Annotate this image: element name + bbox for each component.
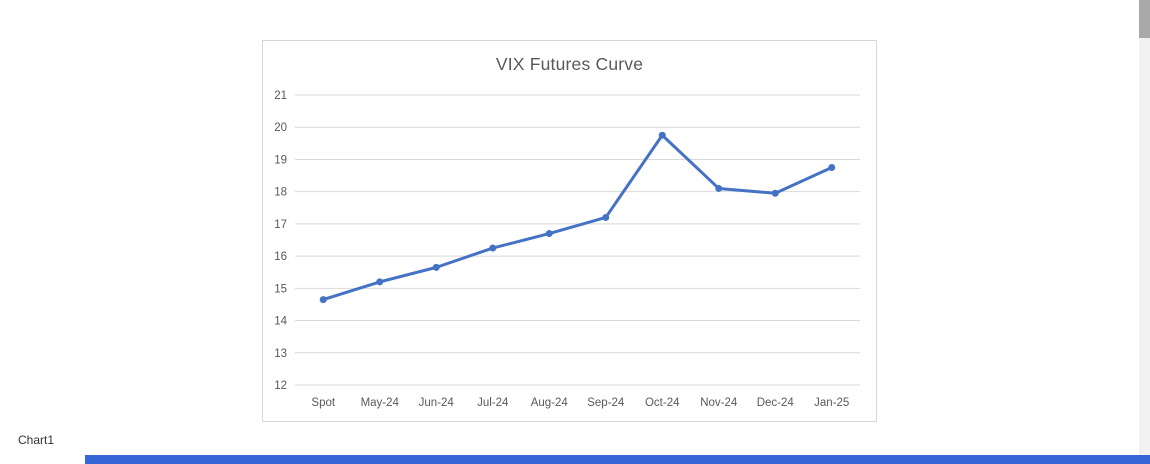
line-chart: 12 13 14 15 16 17 18 19 20 21 Spot May-24 Jun-24 Jul-…	[274, 90, 860, 409]
svg-text:May-24: May-24	[361, 397, 400, 409]
vertical-scrollbar-thumb[interactable]	[1139, 0, 1150, 38]
svg-text:Jun-24: Jun-24	[419, 397, 455, 409]
svg-text:Aug-24: Aug-24	[531, 397, 569, 409]
svg-text:Spot: Spot	[311, 397, 335, 409]
svg-text:21: 21	[274, 90, 287, 102]
svg-text:13: 13	[274, 348, 287, 360]
svg-text:14: 14	[274, 316, 287, 328]
bottom-bar	[85, 455, 1150, 464]
svg-text:Nov-24: Nov-24	[700, 397, 738, 409]
chart-title: VIX Futures Curve	[495, 54, 644, 74]
svg-text:Dec-24: Dec-24	[757, 397, 795, 409]
svg-text:Jul-24: Jul-24	[477, 397, 509, 409]
chart-object[interactable]: 12 13 14 15 16 17 18 19 20 21 Spot May-24 Jun-24 Jul-…	[262, 40, 877, 422]
svg-text:17: 17	[274, 219, 287, 231]
svg-text:16: 16	[274, 251, 287, 263]
svg-text:Sep-24: Sep-24	[587, 397, 625, 409]
svg-text:18: 18	[274, 187, 287, 199]
svg-text:Oct-24: Oct-24	[645, 397, 680, 409]
svg-text:12: 12	[274, 380, 287, 392]
vertical-scrollbar[interactable]	[1139, 0, 1150, 455]
sheet-tab-chart1[interactable]: Chart1	[18, 433, 55, 447]
svg-text:Jan-25: Jan-25	[814, 397, 849, 409]
svg-text:19: 19	[274, 154, 287, 166]
svg-text:15: 15	[274, 283, 287, 295]
svg-text:20: 20	[274, 122, 287, 134]
